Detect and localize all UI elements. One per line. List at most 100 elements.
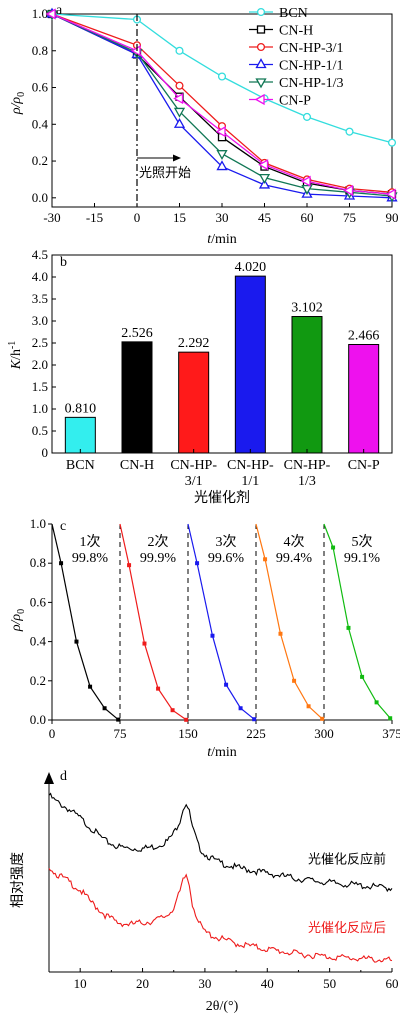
xrd-line bbox=[48, 792, 393, 893]
data-point bbox=[175, 81, 184, 90]
panel-a-ylabel: ρ/ρ0 bbox=[9, 92, 27, 115]
legend-item-CN-HP-3/1: CN-HP-3/1 bbox=[249, 41, 344, 56]
panel-b-ylabel-sup: -1 bbox=[7, 341, 18, 349]
legend-label: CN-HP-1/1 bbox=[279, 59, 344, 74]
b-ytick-label: 1.0 bbox=[32, 401, 48, 416]
cycle-efficiency: 99.1% bbox=[344, 551, 381, 566]
data-point bbox=[258, 159, 269, 171]
legend-item-CN-HP-1/1: CN-HP-1/1 bbox=[249, 58, 344, 74]
panel-b-axes: 0 0.5 1.0 1.5 2.0 2.5 3.0 3.5 4.0 4.5 bbox=[32, 247, 56, 460]
bar bbox=[291, 316, 323, 454]
legend-marker bbox=[256, 25, 266, 34]
data-point bbox=[102, 706, 107, 711]
c-xtick-label: 225 bbox=[246, 726, 266, 741]
data-point bbox=[88, 684, 93, 689]
bar-group: 2.526 CN-H bbox=[120, 326, 154, 473]
panel-b-label: b bbox=[60, 255, 67, 270]
category-label: CN-P bbox=[348, 458, 380, 473]
cycle-label: 4次 bbox=[284, 534, 305, 550]
bar bbox=[234, 275, 266, 454]
bar-group: 0.810 BCN bbox=[65, 401, 97, 473]
c-ytick-label: 1.0 bbox=[30, 516, 46, 531]
data-point bbox=[331, 545, 336, 550]
d-xtick-label: 40 bbox=[261, 976, 274, 991]
data-point bbox=[173, 92, 184, 105]
panel-a-ylabel-var: ρ/ρ bbox=[9, 97, 24, 116]
a-xtick-label: 45 bbox=[258, 210, 271, 225]
b-ytick-label: 0 bbox=[42, 445, 49, 460]
category-label-line2: 1/1 bbox=[241, 474, 259, 489]
a-ytick-label: 0.6 bbox=[32, 80, 49, 95]
cycle-efficiency: 99.9% bbox=[140, 551, 177, 566]
panel-a-legend: BCN CN-H CN-HP-3/1 CN-HP-1/1 CN-HP-1/3 CN-P bbox=[249, 6, 344, 109]
series-line bbox=[51, 13, 393, 197]
panel-d-y-arrow bbox=[44, 772, 54, 784]
data-point bbox=[302, 112, 312, 121]
category-label: CN-H bbox=[120, 458, 154, 473]
bar-group: 2.466 CN-P bbox=[348, 328, 380, 473]
panel-d-ylabel: 相对强度 bbox=[10, 852, 26, 908]
data-point bbox=[238, 706, 243, 711]
a-ytick-label: 1.0 bbox=[32, 6, 48, 21]
bar-value-label: 4.020 bbox=[235, 260, 267, 275]
c-ytick-label: 0.8 bbox=[30, 555, 46, 570]
data-point bbox=[263, 557, 268, 562]
a-xtick-label: 30 bbox=[216, 210, 229, 225]
cycle-line bbox=[323, 523, 391, 719]
cycle-label: 3次 bbox=[216, 534, 237, 550]
cycle-label: 1次 bbox=[80, 534, 101, 550]
data-point bbox=[116, 717, 121, 722]
data-point bbox=[216, 150, 228, 161]
b-ytick-label: 4.0 bbox=[32, 269, 48, 284]
c-xtick-label: 150 bbox=[178, 726, 198, 741]
category-label: BCN bbox=[66, 458, 95, 473]
bar bbox=[121, 341, 153, 454]
data-point bbox=[301, 184, 313, 195]
data-point bbox=[346, 625, 351, 630]
panel-c-xlabel-unit: /min bbox=[211, 745, 237, 760]
cycle-line bbox=[255, 523, 323, 720]
data-point bbox=[300, 175, 311, 187]
data-point bbox=[224, 682, 229, 687]
b-ytick-label: 1.5 bbox=[32, 379, 48, 394]
panel-c-label: c bbox=[60, 519, 66, 534]
data-point bbox=[345, 127, 354, 136]
data-point bbox=[388, 716, 393, 721]
a-ytick-label: 0.0 bbox=[32, 190, 48, 205]
data-point bbox=[292, 678, 297, 683]
category-label: CN-HP- bbox=[284, 458, 331, 473]
data-point bbox=[142, 641, 147, 646]
d-xtick-label: 30 bbox=[198, 976, 211, 991]
data-point bbox=[343, 184, 354, 197]
data-point bbox=[74, 639, 79, 644]
panel-c-ylabel-var: ρ/ρ bbox=[9, 614, 24, 633]
panel-b-frame bbox=[51, 254, 393, 454]
series-label: 光催化反应后 bbox=[308, 920, 386, 936]
cycle-efficiency: 99.4% bbox=[276, 551, 313, 566]
data-point bbox=[173, 107, 186, 118]
light-on-arrowhead bbox=[173, 154, 181, 162]
data-point bbox=[215, 126, 226, 138]
data-point bbox=[175, 46, 184, 55]
category-label: CN-HP- bbox=[227, 458, 274, 473]
panel-a: a -30 -15 0 15 30 45 60 75 900.00.20.40.60.81.0 … bbox=[9, 3, 399, 247]
panel-a-label: a bbox=[56, 3, 63, 18]
panel-b-bars: 0.810BCN2.526CN-H2.292CN-HP-3/14.020CN-H… bbox=[65, 260, 380, 489]
panel-a-axes: -30 -15 0 15 30 45 60 75 90 0.0 0.2 0.4 0.6 0.8 1.0 bbox=[32, 6, 399, 225]
category-label: CN-HP- bbox=[170, 458, 217, 473]
panel-c-ylabel: ρ/ρ0 bbox=[9, 609, 27, 632]
panel-a-ylabel-sub: 0 bbox=[16, 92, 27, 97]
data-point bbox=[217, 72, 227, 81]
bar bbox=[178, 351, 210, 454]
legend-label: CN-P bbox=[279, 94, 311, 109]
c-ytick-label: 0.6 bbox=[30, 594, 47, 609]
c-xtick-label: 75 bbox=[114, 726, 127, 741]
legend-marker bbox=[255, 78, 267, 89]
bar-group: 3.102 CN-HP-1/3 bbox=[284, 301, 331, 489]
panel-a-series bbox=[45, 7, 398, 203]
